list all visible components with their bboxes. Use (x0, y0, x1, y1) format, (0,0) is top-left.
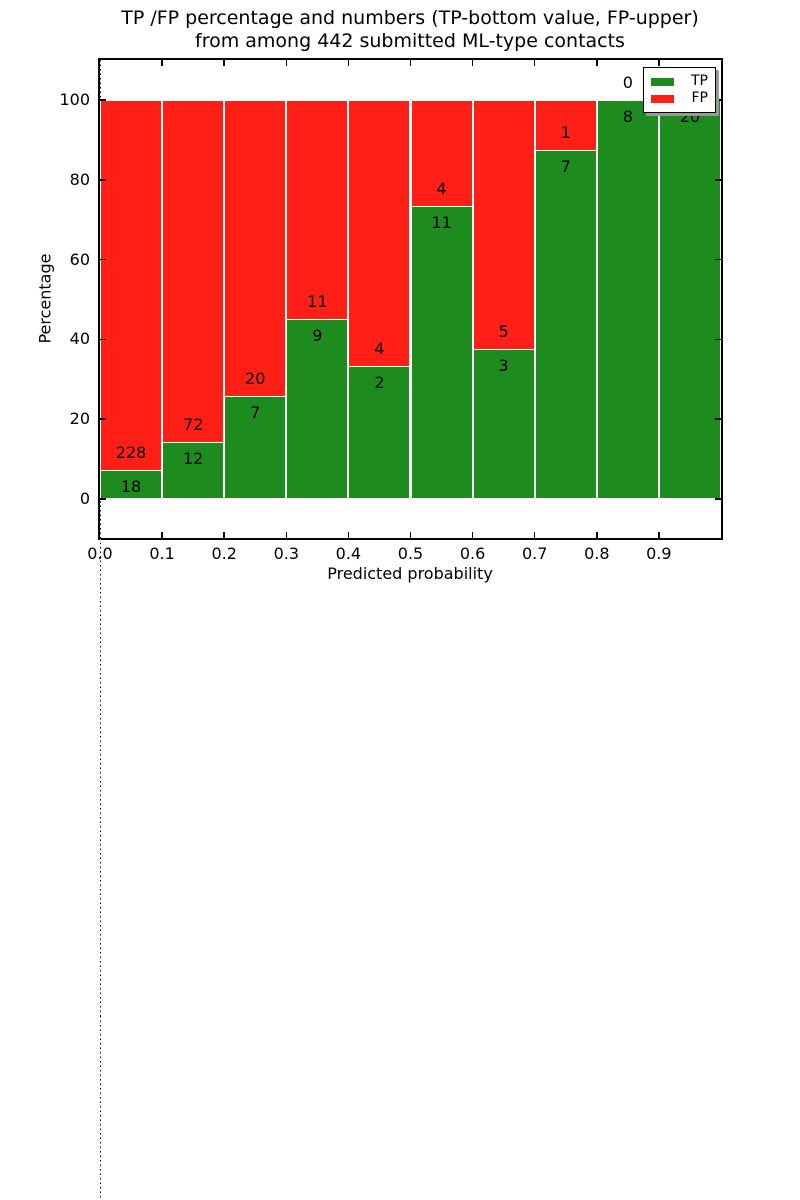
y-axis-tick-left (100, 99, 106, 101)
bar-segment-fp (472, 100, 535, 350)
fp-count-label: 228 (115, 442, 147, 462)
y-tick-label: 80 (69, 169, 90, 189)
x-axis-tick-bottom (285, 532, 288, 538)
bar-segment-tp (472, 349, 535, 499)
vertical-gridline (100, 538, 101, 1016)
x-axis-tick-bottom (161, 532, 163, 538)
y-axis-tick-right (715, 498, 721, 500)
y-axis-tick-right (715, 338, 721, 341)
y-axis-label: Percentage (35, 253, 55, 344)
x-tick-label: 0.7 (521, 544, 548, 563)
bar-segment-tp (100, 469, 163, 499)
tp-count-label: 8 (622, 107, 633, 126)
x-axis-tick-top (533, 60, 536, 66)
tp-count-label: 7 (560, 156, 571, 176)
bar-segment-fp (286, 100, 349, 320)
bar-segment-tp (348, 366, 411, 499)
x-tick-label: 0.0 (87, 544, 113, 563)
chart-title-line-2: from among 442 submitted ML-type contact… (195, 30, 625, 52)
bar-segment-tp (224, 395, 287, 499)
tp-count-label: 18 (120, 476, 142, 496)
x-tick-label: 0.2 (211, 544, 237, 563)
tp-count-label: 3 (498, 356, 509, 376)
y-axis-tick-right (715, 99, 721, 101)
tp-count-label: 12 (182, 449, 204, 468)
fp-count-label: 5 (498, 322, 509, 342)
y-axis-tick-left (100, 418, 106, 420)
bar-segment-fp (100, 100, 163, 470)
x-axis-tick-bottom (223, 532, 225, 538)
x-axis-tick-top (223, 60, 225, 66)
legend: TP FP (643, 67, 716, 113)
fp-count-label: 4 (436, 179, 447, 199)
x-axis-tick-bottom (471, 532, 474, 538)
x-axis-tick-top (409, 60, 412, 66)
fp-count-label: 72 (182, 415, 204, 434)
bar-segment-tp (658, 100, 721, 499)
x-axis-label: Predicted probability (327, 564, 493, 583)
bar-segment-fp (162, 100, 225, 442)
vertical-gridline (100, 1016, 101, 1200)
x-axis-tick-bottom (347, 532, 350, 538)
y-axis-tick-right (715, 258, 721, 261)
chart-title: TP /FP percentage and numbers (TP-bottom… (110, 7, 710, 53)
legend-swatch-fp (651, 94, 674, 103)
x-axis-tick-top (596, 60, 598, 66)
x-axis-tick-top (161, 60, 163, 66)
x-axis-tick-top (285, 60, 288, 66)
bar-segment-fp (410, 100, 473, 207)
legend-row-fp: FP (651, 90, 708, 107)
bar-segment-fp (534, 100, 597, 150)
x-tick-label: 0.9 (646, 544, 672, 563)
y-tick-label: 100 (59, 90, 90, 109)
x-tick-label: 0.8 (584, 544, 610, 563)
tp-count-label: 7 (250, 402, 261, 422)
y-tick-label: 60 (69, 249, 90, 269)
x-tick-label: 0.5 (397, 544, 424, 563)
bar-segment-fp (348, 100, 411, 366)
bar-segment-tp (596, 100, 659, 499)
bar-segment-fp (224, 100, 287, 396)
x-axis-tick-top (471, 60, 474, 66)
legend-label-tp: TP (691, 73, 708, 89)
bar-segment-tp (286, 319, 349, 499)
tp-count-label: 11 (431, 213, 452, 233)
x-axis-tick-bottom (409, 532, 412, 538)
legend-swatch-tp (651, 77, 674, 86)
y-tick-label: 0 (79, 489, 90, 508)
y-axis-tick-left (100, 338, 106, 341)
y-tick-label: 40 (69, 329, 90, 349)
bar-segment-tp (410, 206, 473, 499)
plot-area: 22818721220711942411531708020 TP FP (98, 58, 723, 1200)
x-axis-tick-bottom (596, 532, 598, 538)
chart-title-line-1: TP /FP percentage and numbers (TP-bottom… (121, 7, 699, 29)
fp-count-label: 0 (622, 73, 633, 92)
y-axis-tick-right (715, 179, 721, 181)
y-axis-tick-left (100, 179, 106, 181)
x-tick-label: 0.4 (335, 544, 362, 563)
fp-count-label: 1 (560, 122, 571, 142)
legend-label-fp: FP (691, 90, 709, 106)
tp-count-label: 9 (312, 326, 323, 346)
x-axis-tick-top (347, 60, 350, 66)
x-axis-tick-bottom (533, 532, 536, 538)
fp-count-label: 4 (374, 339, 385, 358)
legend-row-tp: TP (651, 73, 708, 90)
x-tick-label: 0.6 (459, 544, 486, 563)
y-tick-label: 20 (69, 409, 90, 429)
bar-segment-tp (534, 149, 597, 499)
y-axis-tick-right (715, 418, 721, 420)
y-axis-tick-left (100, 258, 106, 261)
x-axis-tick-bottom (658, 532, 660, 538)
y-axis-tick-left (100, 498, 106, 500)
fp-count-label: 11 (307, 292, 328, 312)
x-axis-tick-top (658, 60, 660, 66)
x-tick-label: 0.1 (149, 544, 175, 563)
x-tick-label: 0.3 (273, 544, 300, 563)
fp-count-label: 20 (245, 368, 266, 388)
tp-count-label: 2 (374, 373, 385, 392)
bar-segment-tp (162, 442, 225, 499)
